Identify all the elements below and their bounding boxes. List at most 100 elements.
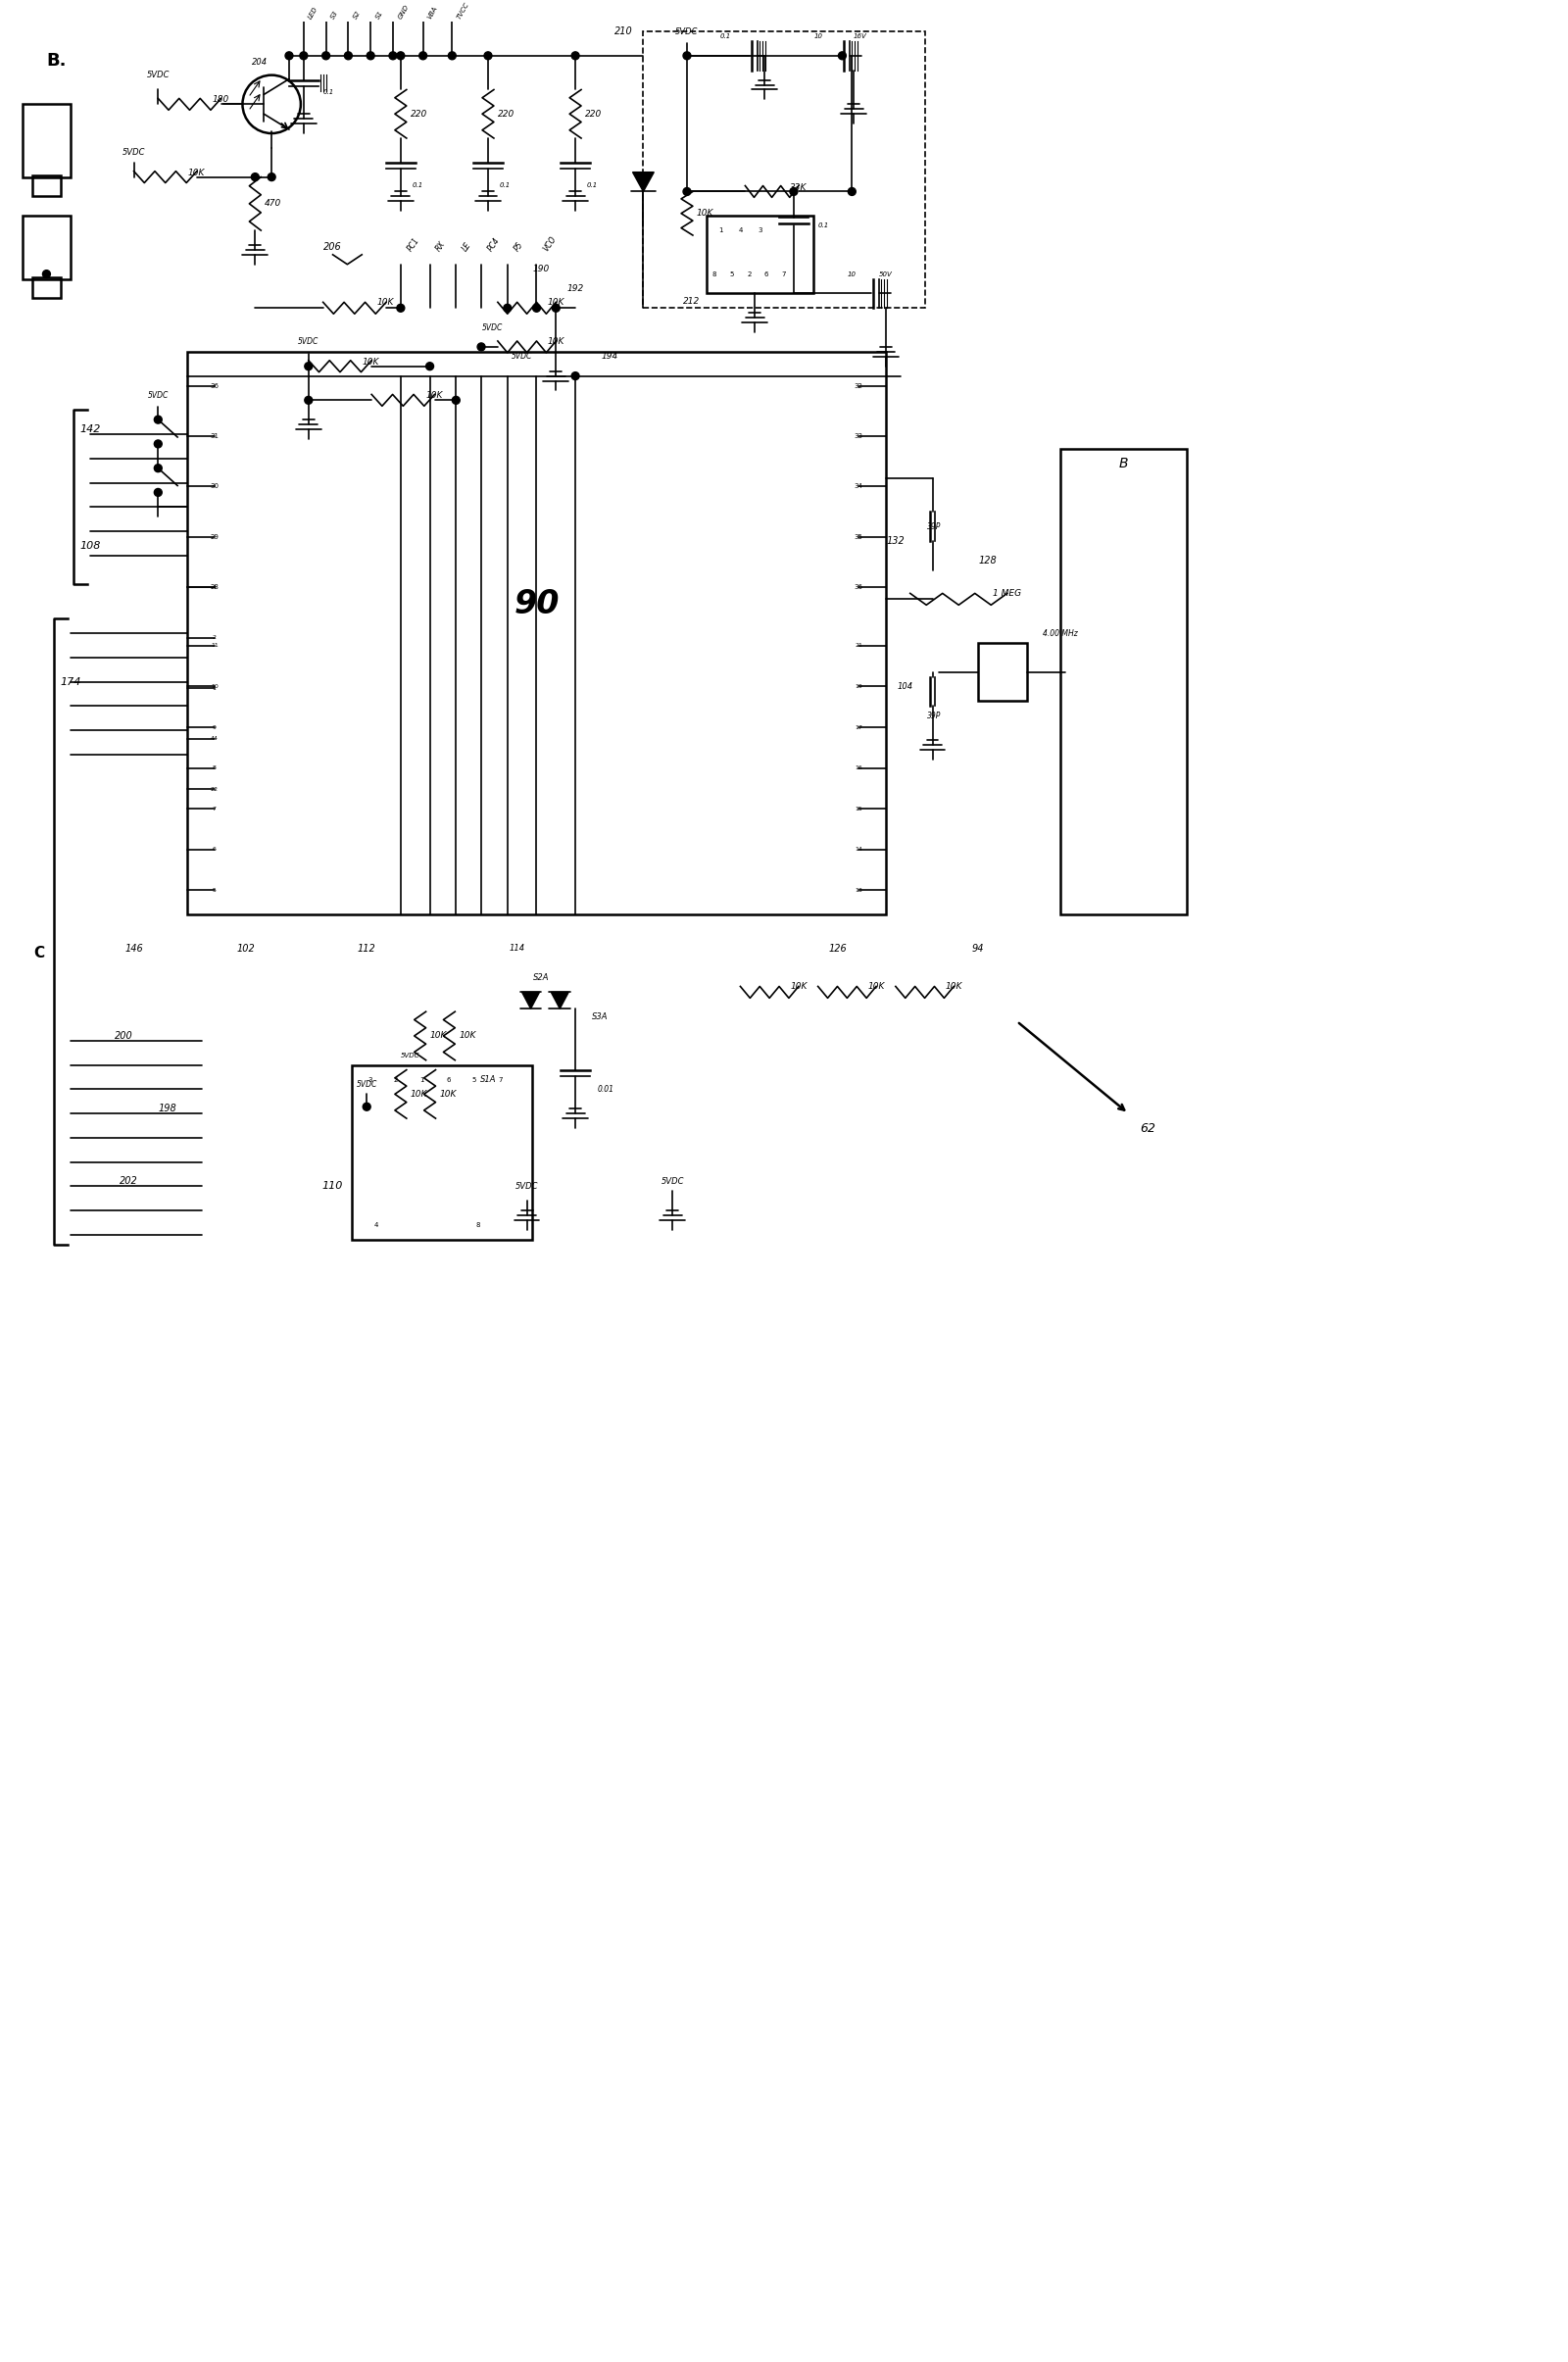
Text: 142: 142 [80, 425, 100, 435]
Circle shape [684, 52, 691, 59]
Text: 62: 62 [1140, 1122, 1156, 1134]
Text: 7: 7 [782, 272, 786, 276]
Bar [978, 642, 1027, 702]
Circle shape [848, 187, 856, 196]
Text: 29: 29 [210, 534, 218, 541]
Circle shape [389, 52, 397, 59]
Text: 5: 5 [212, 888, 216, 893]
Text: GND: GND [397, 2, 409, 19]
Text: 210: 210 [615, 26, 633, 35]
Circle shape [426, 361, 434, 371]
Circle shape [503, 305, 511, 312]
Text: 4.00 MHz: 4.00 MHz [1043, 628, 1079, 638]
Text: 180: 180 [212, 94, 229, 104]
Polygon shape [522, 992, 539, 1009]
Circle shape [571, 373, 579, 380]
Bar [706, 215, 814, 293]
Text: 5: 5 [472, 1077, 477, 1082]
Text: 10K: 10K [547, 338, 564, 345]
Text: 90: 90 [514, 588, 560, 621]
Circle shape [345, 52, 353, 59]
Text: PC1: PC1 [406, 236, 422, 253]
Text: 0.1: 0.1 [818, 222, 829, 229]
Text: 104: 104 [897, 683, 913, 692]
Bar [22, 215, 71, 279]
Circle shape [448, 52, 456, 59]
Circle shape [154, 465, 162, 472]
Text: B: B [1120, 456, 1129, 470]
Circle shape [790, 187, 798, 196]
Text: 36: 36 [210, 383, 220, 390]
Circle shape [154, 489, 162, 496]
Text: 202: 202 [119, 1176, 138, 1186]
Text: 7: 7 [499, 1077, 503, 1082]
Circle shape [42, 269, 50, 279]
Text: 33K: 33K [790, 182, 806, 191]
Text: 44: 44 [210, 737, 218, 742]
Text: 10K: 10K [362, 357, 379, 366]
Text: 22: 22 [210, 787, 218, 791]
Text: S3A: S3A [591, 1011, 608, 1020]
Text: 1: 1 [718, 227, 723, 234]
Bar [353, 1065, 532, 1240]
Text: 132: 132 [886, 536, 905, 546]
Polygon shape [550, 992, 569, 1009]
Text: 5VDC: 5VDC [122, 149, 146, 158]
Text: LE: LE [461, 241, 474, 253]
Text: RX: RX [434, 239, 448, 253]
Text: 0.1: 0.1 [500, 182, 511, 187]
Text: 1: 1 [212, 685, 216, 692]
Text: 5VDC: 5VDC [483, 324, 503, 331]
Text: 5VDC: 5VDC [660, 1176, 684, 1186]
Text: 10K: 10K [459, 1032, 477, 1039]
Text: 30: 30 [210, 484, 220, 489]
Text: 2: 2 [394, 1077, 398, 1082]
Text: S2: S2 [353, 9, 362, 19]
Text: 31: 31 [210, 432, 220, 439]
Text: 10K: 10K [439, 1089, 456, 1098]
Circle shape [251, 172, 259, 182]
Text: PC4: PC4 [486, 236, 502, 253]
Text: 0.1: 0.1 [720, 33, 731, 40]
Text: P5: P5 [513, 241, 525, 253]
Text: 108: 108 [80, 541, 100, 550]
Circle shape [477, 342, 485, 350]
Text: 112: 112 [358, 945, 376, 954]
Text: 470: 470 [265, 198, 282, 208]
Text: 5VDC: 5VDC [147, 392, 168, 399]
Text: 10: 10 [814, 33, 822, 40]
Text: 6: 6 [764, 272, 768, 276]
Text: 21: 21 [855, 642, 862, 647]
Circle shape [684, 187, 691, 196]
Circle shape [397, 52, 405, 59]
Text: 200: 200 [114, 1030, 133, 1042]
Text: 1 MEG: 1 MEG [993, 590, 1021, 598]
Circle shape [839, 52, 847, 59]
Text: VCO: VCO [541, 234, 558, 253]
Text: 146: 146 [124, 945, 143, 954]
Text: TVCC: TVCC [456, 0, 470, 19]
Text: 10K: 10K [411, 1089, 428, 1098]
Text: 10K: 10K [790, 983, 808, 992]
Text: 39P: 39P [927, 711, 941, 720]
Text: 34: 34 [855, 484, 862, 489]
Text: 6: 6 [212, 848, 216, 853]
Text: 5VDC: 5VDC [401, 1053, 420, 1058]
Circle shape [552, 305, 560, 312]
Circle shape [285, 52, 293, 59]
Text: 10K: 10K [188, 168, 205, 177]
Text: 174: 174 [60, 678, 82, 687]
Text: 220: 220 [497, 109, 514, 118]
Text: 16: 16 [855, 765, 862, 770]
Text: 10K: 10K [946, 983, 963, 992]
Text: 10K: 10K [425, 392, 442, 399]
Text: LED: LED [307, 5, 320, 19]
Text: 5: 5 [729, 272, 734, 276]
Circle shape [397, 305, 405, 312]
Text: 10K: 10K [696, 208, 713, 217]
Text: 2: 2 [746, 272, 751, 276]
Text: 114: 114 [510, 945, 525, 952]
Text: 220: 220 [411, 109, 428, 118]
Text: 192: 192 [568, 283, 583, 293]
Circle shape [533, 305, 541, 312]
